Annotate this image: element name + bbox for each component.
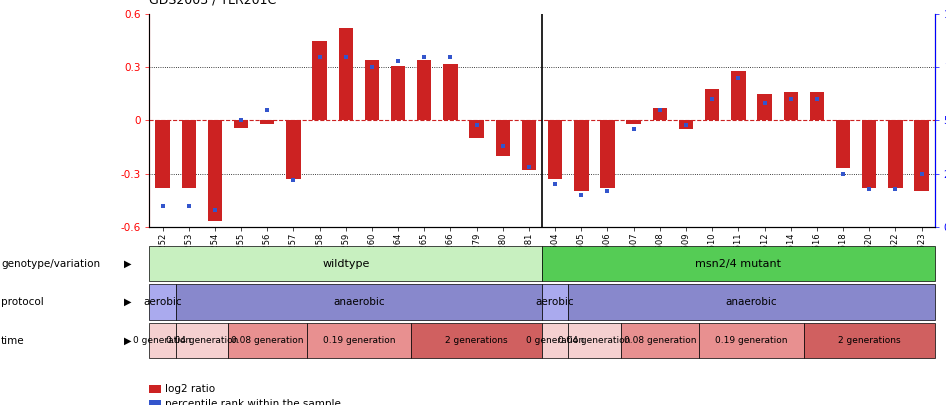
Text: 0.19 generation: 0.19 generation [715, 336, 788, 345]
Text: aerobic: aerobic [535, 297, 574, 307]
Bar [339, 28, 353, 121]
Bar [287, 121, 301, 179]
Bar [810, 92, 824, 121]
Text: ▶: ▶ [124, 259, 131, 269]
Bar [444, 64, 458, 121]
Bar [653, 108, 667, 121]
Text: protocol: protocol [1, 297, 44, 307]
Text: 0 generation: 0 generation [133, 336, 192, 345]
Text: anaerobic: anaerobic [726, 297, 778, 307]
Text: anaerobic: anaerobic [333, 297, 385, 307]
Text: genotype/variation: genotype/variation [1, 259, 100, 269]
Text: 0.04 generation: 0.04 generation [558, 336, 631, 345]
Text: 0.08 generation: 0.08 generation [231, 336, 304, 345]
Text: GDS2003 / YLR201C: GDS2003 / YLR201C [149, 0, 277, 6]
Text: 0 generation: 0 generation [526, 336, 585, 345]
Bar [836, 121, 850, 168]
Text: msn2/4 mutant: msn2/4 mutant [695, 259, 781, 269]
Bar [601, 121, 615, 188]
Bar [705, 89, 719, 121]
Bar [679, 121, 693, 129]
Bar [574, 121, 588, 192]
Text: log2 ratio: log2 ratio [165, 384, 215, 394]
Bar [862, 121, 876, 188]
Text: ▶: ▶ [124, 297, 131, 307]
Bar [312, 41, 326, 121]
Bar [234, 121, 248, 128]
Text: 2 generations: 2 generations [838, 336, 901, 345]
Bar [758, 94, 772, 121]
Bar [783, 92, 797, 121]
Text: wildtype: wildtype [322, 259, 370, 269]
Bar [182, 121, 196, 188]
Bar [915, 121, 929, 192]
Text: ▶: ▶ [124, 336, 131, 345]
Bar [626, 121, 640, 124]
Bar [391, 66, 405, 121]
Text: 2 generations: 2 generations [446, 336, 508, 345]
Text: time: time [1, 336, 25, 345]
Bar [496, 121, 510, 156]
Text: 0.08 generation: 0.08 generation [623, 336, 696, 345]
Text: aerobic: aerobic [143, 297, 182, 307]
Bar [260, 121, 274, 124]
Bar [417, 60, 431, 121]
Text: percentile rank within the sample: percentile rank within the sample [165, 399, 341, 405]
Bar [155, 121, 169, 188]
Bar [365, 60, 379, 121]
Bar [731, 71, 745, 121]
Bar [888, 121, 902, 188]
Text: 0.19 generation: 0.19 generation [323, 336, 395, 345]
Bar [469, 121, 483, 138]
Text: 0.04 generation: 0.04 generation [166, 336, 238, 345]
Bar [208, 121, 222, 222]
Bar [522, 121, 536, 170]
Bar [548, 121, 562, 179]
